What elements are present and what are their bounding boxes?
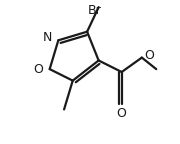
- Text: O: O: [33, 63, 43, 76]
- Text: O: O: [144, 49, 154, 62]
- Text: Br: Br: [87, 4, 101, 17]
- Text: O: O: [117, 107, 127, 120]
- Text: N: N: [42, 31, 52, 44]
